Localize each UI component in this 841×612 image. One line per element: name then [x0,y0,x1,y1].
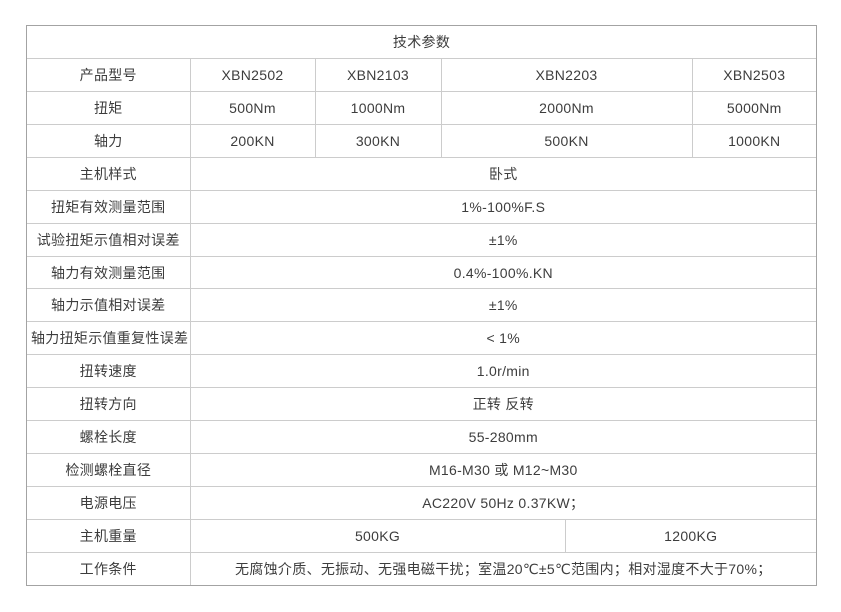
value-cell: 500Nm [189,90,316,125]
value-cell: 500KG [189,519,566,553]
value-cell: AC220V 50Hz 0.37KW； [189,486,817,521]
value-cell: 1200KG [564,519,817,553]
value-cell: 1000Nm [314,90,442,125]
value-cell: ±1% [189,288,817,323]
row-label: 电源电压 [27,486,191,521]
table-title: 技术参数 [27,26,817,59]
value-cell: 1.0r/min [189,354,817,389]
value-cell: 无腐蚀介质、无振动、无强电磁干扰；室温20℃±5℃范围内；相对湿度不大于70%； [189,551,817,585]
row-label: 主机重量 [27,519,191,553]
value-cell: 55-280mm [189,420,817,455]
row-label: 扭矩 [27,90,191,125]
value-cell: 500KN [440,123,693,158]
table-row: 检测螺栓直径 M16-M30 或 M12~M30 [27,453,817,488]
table-row: 轴力示值相对误差 ±1% [27,288,817,323]
value-cell: 正转 反转 [189,387,817,422]
row-label: 工作条件 [27,551,191,585]
table-row: 扭转速度 1.0r/min [27,354,817,389]
row-label: 轴力示值相对误差 [27,288,191,323]
model-cell: XBN2103 [314,57,442,92]
table-row: 扭矩有效测量范围 1%-100%F.S [27,189,817,224]
value-cell: 0.4%-100%.KN [189,255,817,290]
model-cell: XBN2503 [691,57,817,92]
technical-parameters-table: 技术参数 产品型号 XBN2502 XBN2103 XBN2203 XBN250… [26,25,817,586]
row-label: 螺栓长度 [27,420,191,455]
table-row: 轴力有效测量范围 0.4%-100%.KN [27,255,817,290]
table-row: 螺栓长度 55-280mm [27,420,817,455]
value-cell: 300KN [314,123,442,158]
table-row: 试验扭矩示值相对误差 ±1% [27,222,817,257]
table-row: 技术参数 [27,26,817,59]
row-label: 轴力扭矩示值重复性误差 [27,321,191,356]
row-label: 试验扭矩示值相对误差 [27,222,191,257]
value-cell: M16-M30 或 M12~M30 [189,453,817,488]
row-label: 检测螺栓直径 [27,453,191,488]
value-cell: ±1% [189,222,817,257]
value-cell: 2000Nm [440,90,693,125]
table-row: 电源电压 AC220V 50Hz 0.37KW； [27,486,817,521]
row-label: 主机样式 [27,156,191,191]
table-row: 轴力 200KN 300KN 500KN 1000KN [27,123,817,158]
value-cell: 200KN [189,123,316,158]
value-cell: 卧式 [189,156,817,191]
row-label: 轴力 [27,123,191,158]
spec-table: 技术参数 产品型号 XBN2502 XBN2103 XBN2203 XBN250… [27,26,817,585]
row-label: 扭转速度 [27,354,191,389]
table-row: 主机重量 500KG 1200KG [27,519,817,553]
value-cell: 1%-100%F.S [189,189,817,224]
value-cell: 5000Nm [691,90,817,125]
row-label: 产品型号 [27,57,191,92]
table-row: 扭转方向 正转 反转 [27,387,817,422]
table-row: 产品型号 XBN2502 XBN2103 XBN2203 XBN2503 [27,57,817,92]
table-row: 轴力扭矩示值重复性误差 < 1% [27,321,817,356]
model-cell: XBN2502 [189,57,316,92]
row-label: 扭矩有效测量范围 [27,189,191,224]
table-row: 主机样式 卧式 [27,156,817,191]
value-cell: < 1% [189,321,817,356]
value-cell: 1000KN [691,123,817,158]
model-cell: XBN2203 [440,57,693,92]
row-label: 轴力有效测量范围 [27,255,191,290]
row-label: 扭转方向 [27,387,191,422]
table-row: 工作条件 无腐蚀介质、无振动、无强电磁干扰；室温20℃±5℃范围内；相对湿度不大… [27,551,817,585]
table-row: 扭矩 500Nm 1000Nm 2000Nm 5000Nm [27,90,817,125]
